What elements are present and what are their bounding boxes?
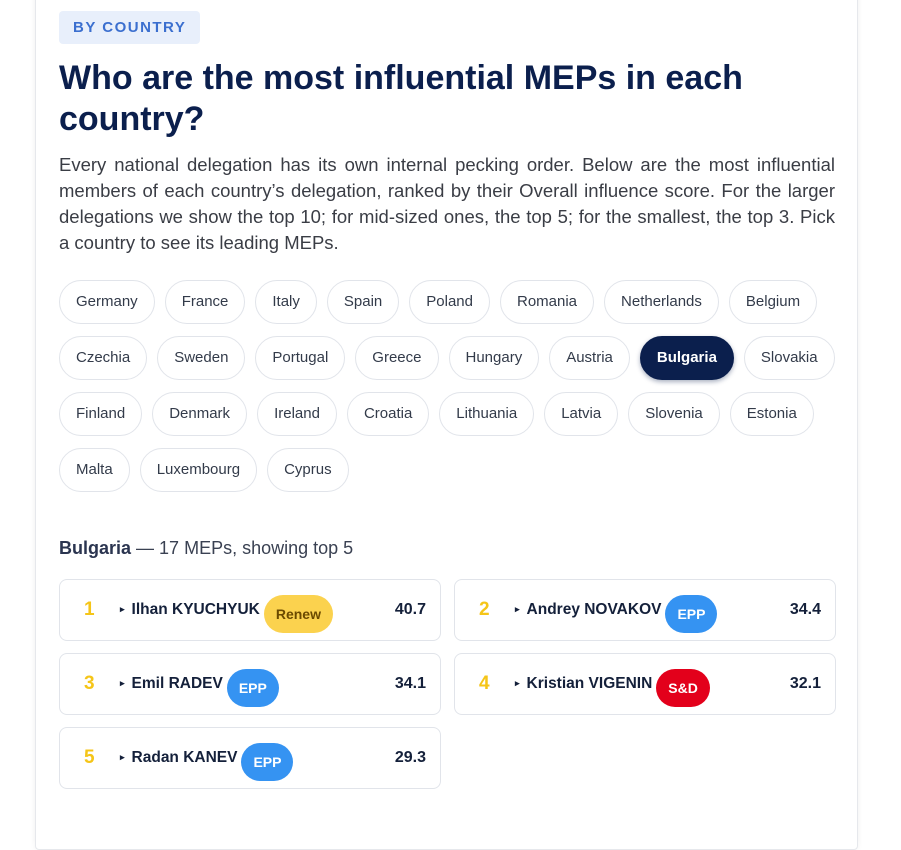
- country-chip[interactable]: Luxembourg: [139, 448, 258, 492]
- country-chip[interactable]: Czechia: [59, 336, 148, 380]
- country-chip[interactable]: Denmark: [152, 392, 248, 436]
- country-chip[interactable]: Estonia: [729, 392, 814, 436]
- country-chip[interactable]: France: [164, 280, 246, 324]
- country-chip[interactable]: Lithuania: [439, 392, 535, 436]
- rank: 1: [84, 599, 95, 620]
- country-chip[interactable]: Belgium: [728, 280, 818, 324]
- country-chip[interactable]: Romania: [499, 280, 595, 324]
- country-chip[interactable]: Austria: [549, 336, 630, 380]
- country-chip[interactable]: Latvia: [544, 392, 619, 436]
- mep-name: Kristian VIGENIN: [515, 675, 653, 693]
- country-picker: Germany France Italy Spain Poland Romania Neth…: [59, 280, 835, 492]
- country-chip[interactable]: Greece: [355, 336, 439, 380]
- rank: 3: [84, 673, 95, 694]
- score: 29.3: [394, 749, 426, 766]
- rank: 2: [479, 599, 490, 620]
- country-chip[interactable]: Portugal: [255, 336, 346, 380]
- country-chip[interactable]: Finland: [59, 392, 143, 436]
- section-tag: BY COUNTRY: [59, 11, 201, 44]
- mep-name: Emil RADEV: [120, 675, 223, 693]
- country-chip[interactable]: Malta: [59, 448, 130, 492]
- summary-text: — 17 MEPs, showing top 5: [136, 538, 354, 558]
- score: 34.1: [394, 675, 426, 692]
- group-badge: EPP: [241, 743, 294, 781]
- mep-name: Ilhan KYUCHYUK: [120, 601, 260, 619]
- country-chip[interactable]: Cyprus: [267, 448, 349, 492]
- country-chip[interactable]: Poland: [409, 280, 490, 324]
- score: 32.1: [789, 675, 821, 692]
- content: BY COUNTRY Who are the most influential …: [59, 11, 836, 789]
- group-badge: Renew: [263, 595, 333, 633]
- group-badge: EPP: [226, 669, 279, 707]
- country-chip[interactable]: Ireland: [257, 392, 337, 436]
- country-chip[interactable]: Sweden: [157, 336, 246, 380]
- selected-country: Bulgaria: [59, 538, 132, 558]
- group-badge: S&D: [656, 669, 710, 707]
- mep-name: Andrey NOVAKOV: [515, 601, 662, 619]
- score: 40.7: [394, 601, 426, 618]
- country-chip[interactable]: Hungary: [448, 336, 540, 380]
- country-chip[interactable]: Slovakia: [743, 336, 835, 380]
- rank: 4: [479, 673, 490, 694]
- heading: Who are the most influential MEPs in eac…: [59, 59, 743, 138]
- score: 34.4: [789, 601, 821, 618]
- country-chip[interactable]: Bulgaria: [639, 336, 734, 380]
- intro-text: Every national delegation has its own in…: [59, 154, 835, 253]
- mep-name: Radan KANEV: [120, 749, 238, 767]
- group-badge: EPP: [665, 595, 718, 633]
- country-chip[interactable]: Spain: [326, 280, 400, 324]
- country-chip[interactable]: Croatia: [346, 392, 430, 436]
- country-chip[interactable]: Italy: [255, 280, 317, 324]
- country-chip[interactable]: Netherlands: [604, 280, 719, 324]
- summary: Bulgaria — 17 MEPs, showing top 5: [59, 538, 835, 559]
- country-chip[interactable]: Slovenia: [628, 392, 720, 436]
- rank: 5: [84, 747, 95, 768]
- country-chip[interactable]: Germany: [59, 280, 155, 324]
